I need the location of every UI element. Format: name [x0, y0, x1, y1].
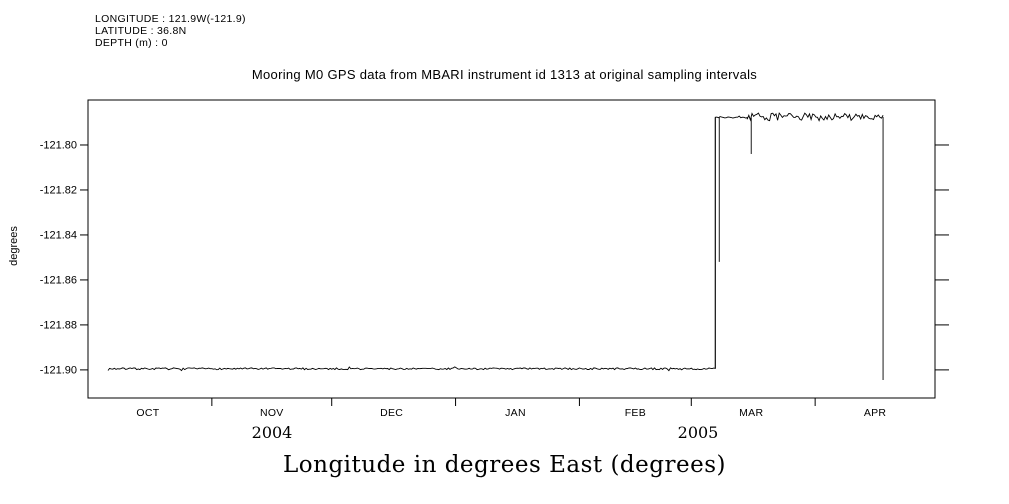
plot-frame	[87, 99, 936, 399]
month-label: APR	[864, 407, 887, 419]
month-label: NOV	[260, 407, 284, 419]
month-label: FEB	[625, 407, 646, 419]
y-tick-label: -121.86	[40, 274, 77, 286]
x-axis-title: Longitude in degrees East (degrees)	[283, 452, 726, 478]
header-longitude: LONGITUDE : 121.9W(-121.9)	[95, 13, 246, 25]
year-label-2004: 2004	[251, 423, 293, 442]
chart-title: Mooring M0 GPS data from MBARI instrumen…	[251, 67, 758, 82]
month-label: MAR	[739, 407, 763, 419]
month-label: OCT	[136, 407, 159, 419]
y-tick-label: -121.84	[40, 229, 77, 241]
y-tick-label: -121.82	[40, 184, 77, 196]
month-label: DEC	[380, 407, 403, 419]
header-depth: DEPTH (m) : 0	[95, 37, 168, 49]
header-latitude: LATITUDE : 36.8N	[95, 25, 187, 37]
y-tick-label: -121.80	[40, 139, 77, 151]
data-series-path	[107, 112, 884, 372]
y-tick-label: -121.88	[40, 319, 77, 331]
y-tick-label: -121.90	[40, 364, 77, 376]
month-label: JAN	[505, 407, 526, 419]
year-label-2005: 2005	[677, 423, 719, 442]
